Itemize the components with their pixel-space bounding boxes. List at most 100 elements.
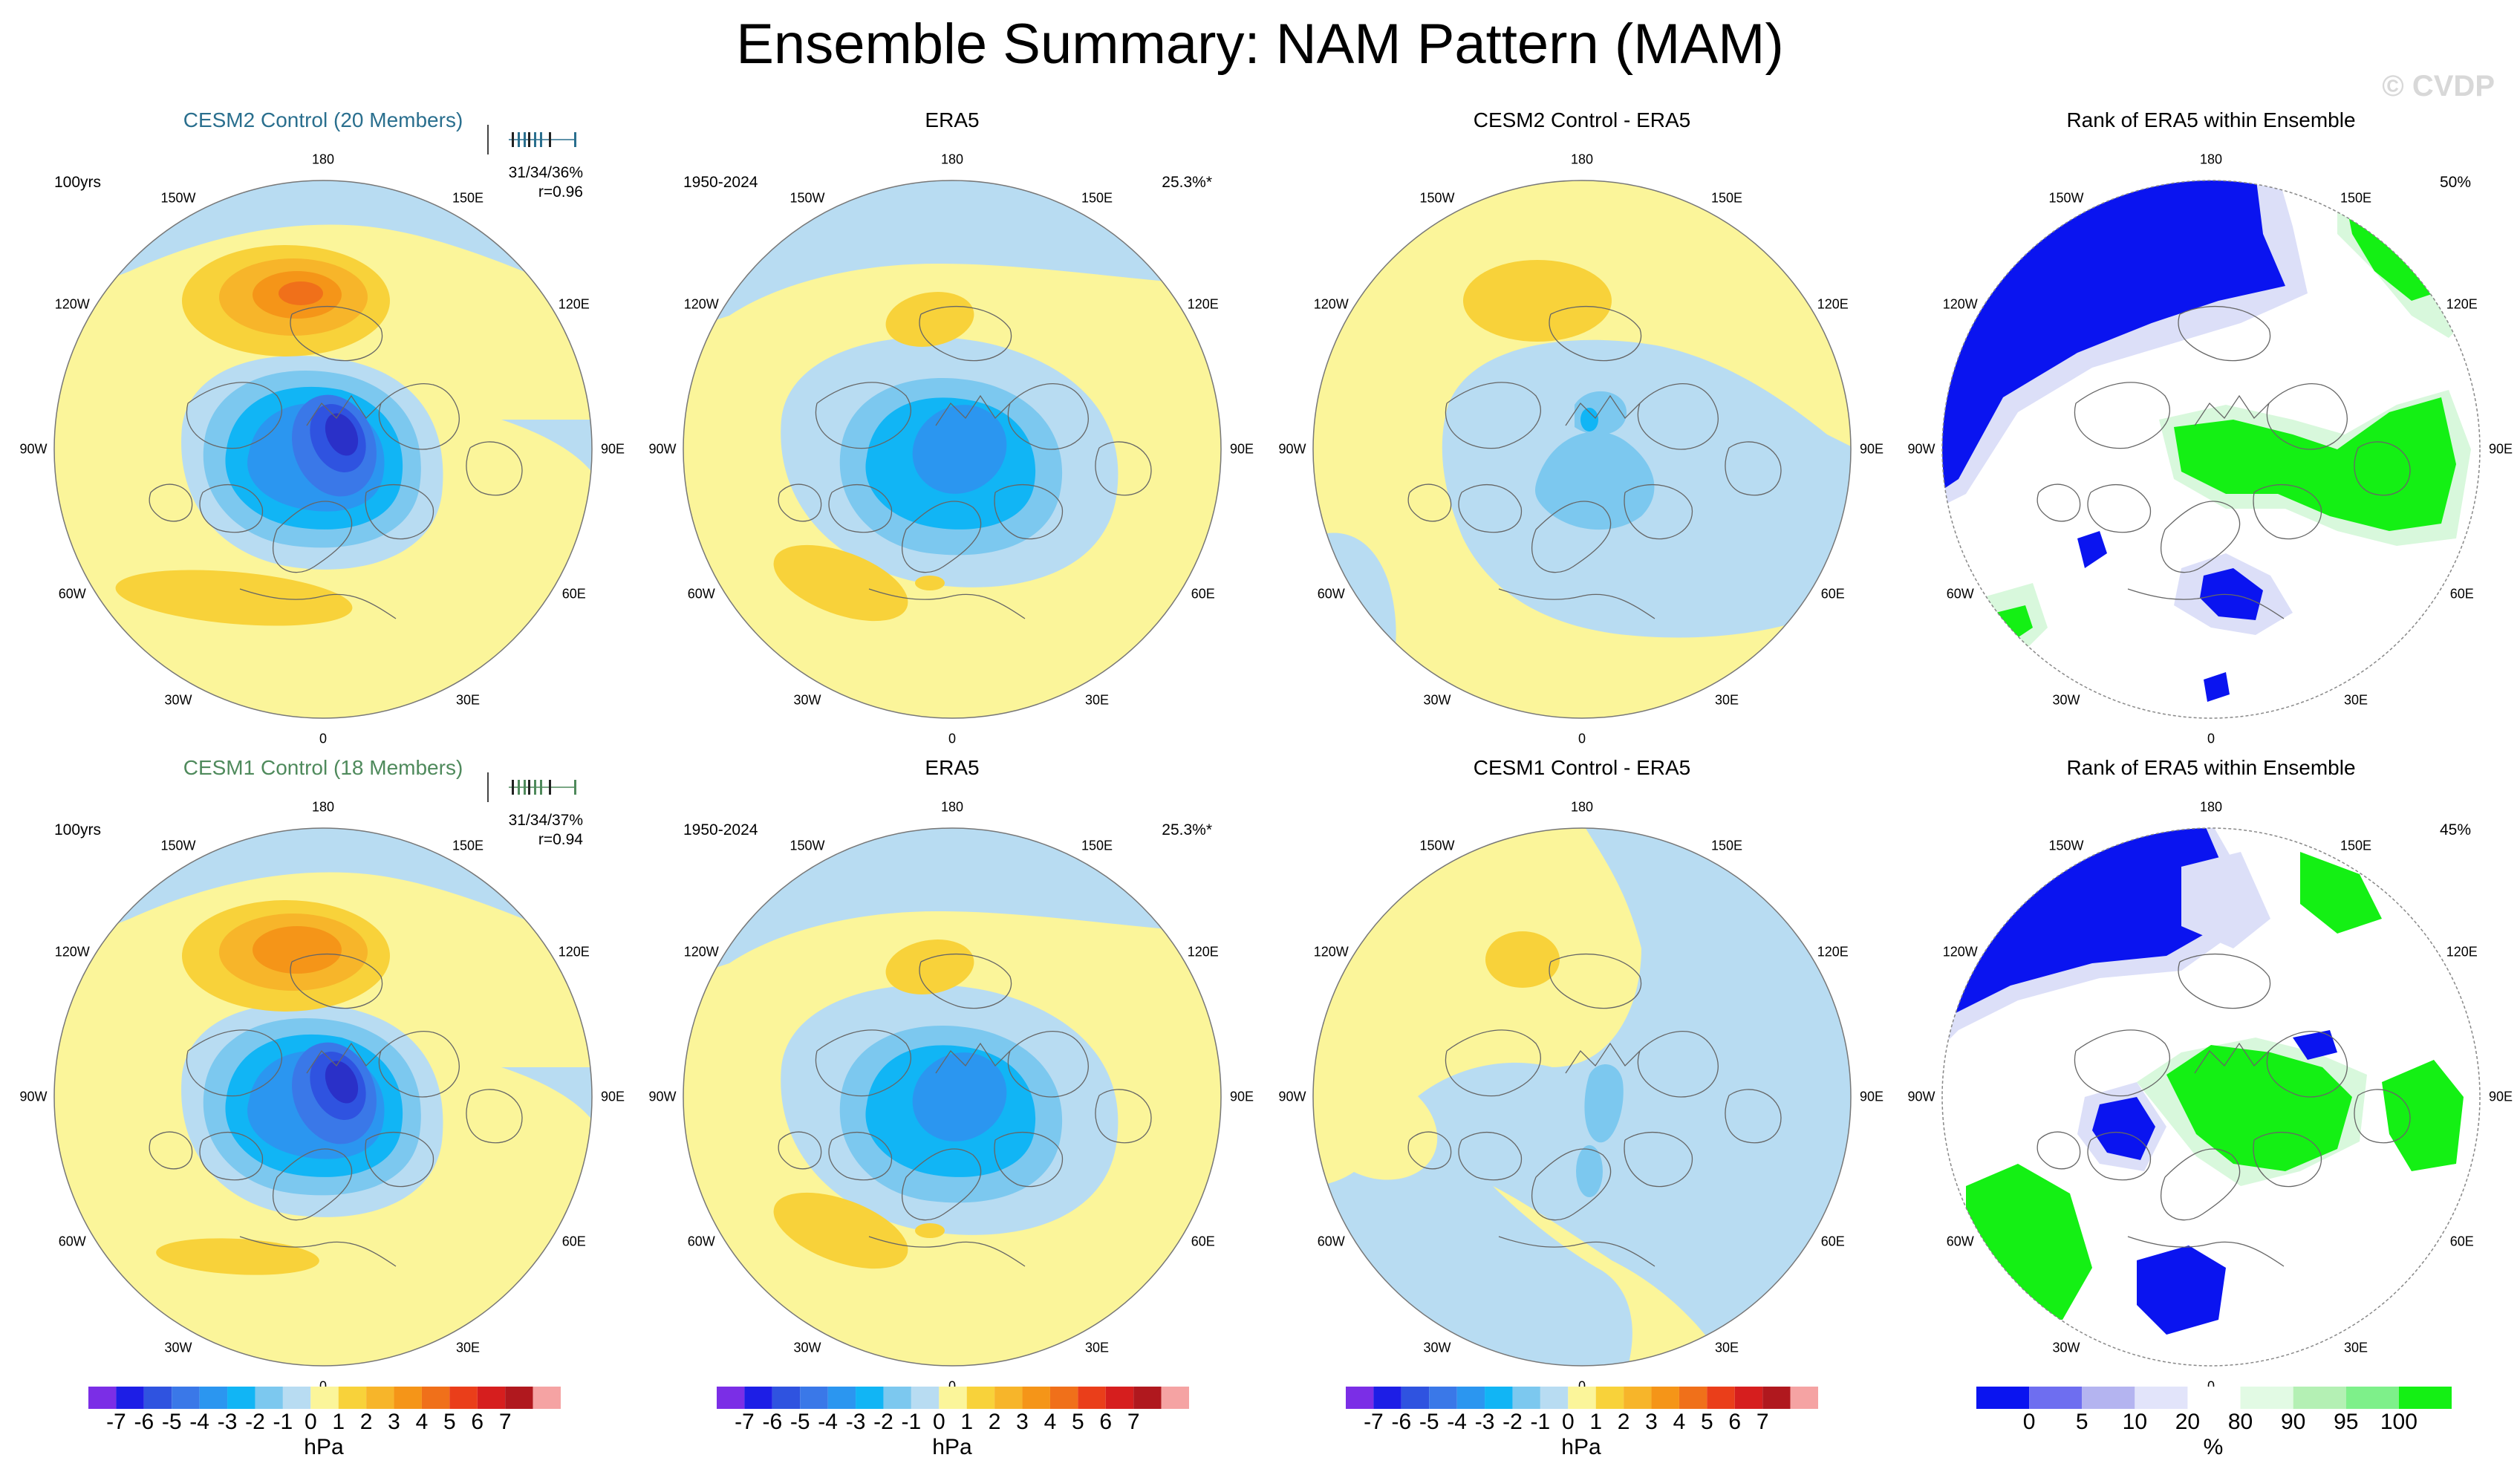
rank-region: [2293, 1030, 2337, 1060]
colorbar-unit: hPa: [932, 1435, 972, 1459]
contour-region: [683, 180, 1221, 330]
colorbar-tick-label: 100: [2380, 1410, 2418, 1434]
panel-title: Rank of ERA5 within Ensemble: [2066, 108, 2356, 131]
coastline: [1458, 483, 1522, 533]
coastline: [2194, 1042, 2270, 1074]
colorbar-tick-label: -2: [1502, 1410, 1523, 1434]
longitude-label: 120E: [1817, 296, 1849, 312]
colorbar-bin: [143, 1387, 172, 1409]
longitude-label: 60E: [1820, 1234, 1845, 1249]
contour-region: [915, 1223, 945, 1238]
coastline: [828, 1131, 892, 1181]
longitude-label: 150W: [789, 190, 825, 206]
colorbar-bin: [1568, 1387, 1596, 1409]
colorbar-bin: [2029, 1387, 2083, 1409]
longitude-label: 120W: [683, 944, 719, 960]
coastline: [1531, 1148, 1612, 1221]
contour-region: [1576, 1145, 1603, 1197]
colorbar-tick-label: -6: [134, 1410, 154, 1434]
coastline: [239, 588, 397, 619]
colorbar-bin: [338, 1387, 367, 1409]
rank-region: [2200, 568, 2263, 620]
colorbar-bin: [2293, 1387, 2346, 1409]
longitude-label: 90E: [1859, 1089, 1884, 1104]
longitude-label: 120W: [1942, 296, 1978, 312]
coastline: [2161, 501, 2241, 573]
polar-map: [1312, 827, 1852, 1367]
longitude-label: 60W: [1946, 1234, 1974, 1249]
longitude-label: 90W: [1278, 1089, 1306, 1104]
colorbar-bin: [2345, 1387, 2399, 1409]
coastline: [994, 1131, 1064, 1188]
longitude-label: 90W: [1278, 441, 1306, 457]
longitude-label: 180: [940, 799, 964, 815]
longitude-label: 180: [2199, 152, 2223, 167]
colorbar-tick-label: -5: [789, 1410, 810, 1434]
panel-title: CESM1 Control - ERA5: [1473, 756, 1691, 779]
colorbar-bin: [1429, 1387, 1457, 1409]
longitude-label: 60E: [2449, 1234, 2474, 1249]
coastline: [1725, 441, 1782, 496]
coastline: [2087, 483, 2151, 533]
longitude-label: 30W: [1423, 692, 1451, 708]
longitude-label: 180: [311, 152, 335, 167]
colorbar-tick-label: 3: [388, 1410, 400, 1434]
rank-region: [2204, 672, 2230, 702]
coastline: [2036, 1131, 2081, 1170]
colorbar-bin: [1790, 1387, 1818, 1409]
longitude-label: 90W: [19, 1089, 48, 1104]
map-boundary: [1941, 827, 2481, 1367]
colorbar-bin: [994, 1387, 1023, 1409]
colorbar-bin: [1512, 1387, 1540, 1409]
longitude-label: 150E: [1081, 190, 1113, 206]
coastline: [1007, 383, 1089, 450]
colorbar-tick-label: 1: [332, 1410, 345, 1434]
rank-region: [2300, 852, 2382, 934]
longitude-label: 60E: [1191, 586, 1215, 602]
colorbar-tick-label: 6: [1099, 1410, 1113, 1434]
coastline: [2161, 1148, 2241, 1221]
colorbar-unit: hPa: [1561, 1435, 1601, 1459]
colorbar-tick-label: -3: [845, 1410, 866, 1434]
colorbar-tick-label: -7: [106, 1410, 126, 1434]
longitude-label: 120W: [54, 944, 90, 960]
panel-title: ERA5: [925, 756, 980, 779]
colorbar-tick-label: -7: [1364, 1410, 1384, 1434]
colorbar-tick-label: -5: [161, 1410, 182, 1434]
coastline: [2253, 1131, 2322, 1188]
coastline: [778, 1131, 822, 1170]
colorbar-tick-label: -3: [1474, 1410, 1495, 1434]
coastline: [2178, 305, 2271, 362]
coastline: [2074, 382, 2170, 449]
period-note: 1950-2024: [683, 821, 758, 838]
map-boundary: [683, 827, 1222, 1367]
rank-region: [2137, 1245, 2226, 1335]
coastline: [2266, 1031, 2348, 1098]
colorbar-tick-label: -1: [901, 1410, 922, 1434]
longitude-label: 60W: [58, 586, 86, 602]
contour-region: [325, 1061, 359, 1104]
polar-map: [53, 827, 593, 1367]
coastline: [1624, 1131, 1693, 1188]
longitude-label: 60W: [1317, 1234, 1345, 1249]
longitude-label: 90E: [1229, 441, 1254, 457]
coastline: [1407, 483, 1452, 522]
colorbar-bin: [1049, 1387, 1078, 1409]
coastline: [778, 483, 822, 522]
colorbar-tick-label: -5: [1419, 1410, 1439, 1434]
colorbar-bin: [1762, 1387, 1791, 1409]
colorbar-bin: [744, 1387, 772, 1409]
map-boundary: [53, 827, 593, 1367]
coastline: [466, 441, 523, 496]
contour-region: [773, 1192, 908, 1269]
coastline: [186, 1029, 282, 1097]
variance-note: 25.3%*: [1162, 821, 1212, 838]
colorbar-bin: [856, 1387, 884, 1409]
longitude-label: 0: [2207, 1378, 2215, 1394]
colorbar-tick-label: -6: [1391, 1410, 1412, 1434]
longitude-label: 30W: [2052, 1340, 2080, 1355]
longitude-label: 90E: [2488, 441, 2513, 457]
colorbar-bin: [2082, 1387, 2135, 1409]
coastline: [1445, 1029, 1541, 1097]
colorbar-tick-label: 80: [2227, 1410, 2253, 1434]
